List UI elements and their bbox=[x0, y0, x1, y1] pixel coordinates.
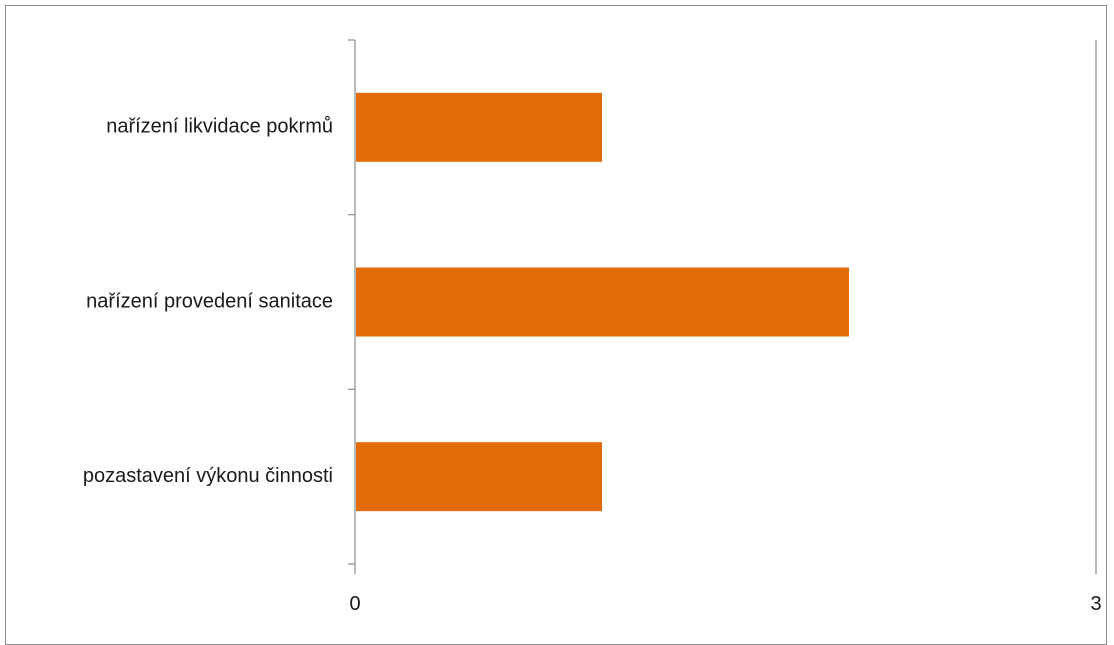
category-label-1: nařízení likvidace pokrmů bbox=[106, 116, 333, 138]
category-label-3: pozastavení výkonu činnosti bbox=[83, 465, 333, 487]
axes bbox=[348, 39, 356, 574]
bar-2 bbox=[356, 267, 849, 337]
category-labels: nařízení likvidace pokrmů nařízení proved… bbox=[83, 116, 333, 487]
category-label-2: nařízení provedení sanitace bbox=[86, 290, 333, 312]
x-tick-label-2: 3 bbox=[1090, 593, 1101, 615]
bar-chart: nařízení likvidace pokrmů nařízení proved… bbox=[83, 39, 1102, 615]
bar-1 bbox=[356, 92, 602, 162]
x-tick-label-1: 0 bbox=[349, 593, 360, 615]
bars bbox=[356, 92, 849, 512]
bar-3 bbox=[356, 442, 602, 512]
